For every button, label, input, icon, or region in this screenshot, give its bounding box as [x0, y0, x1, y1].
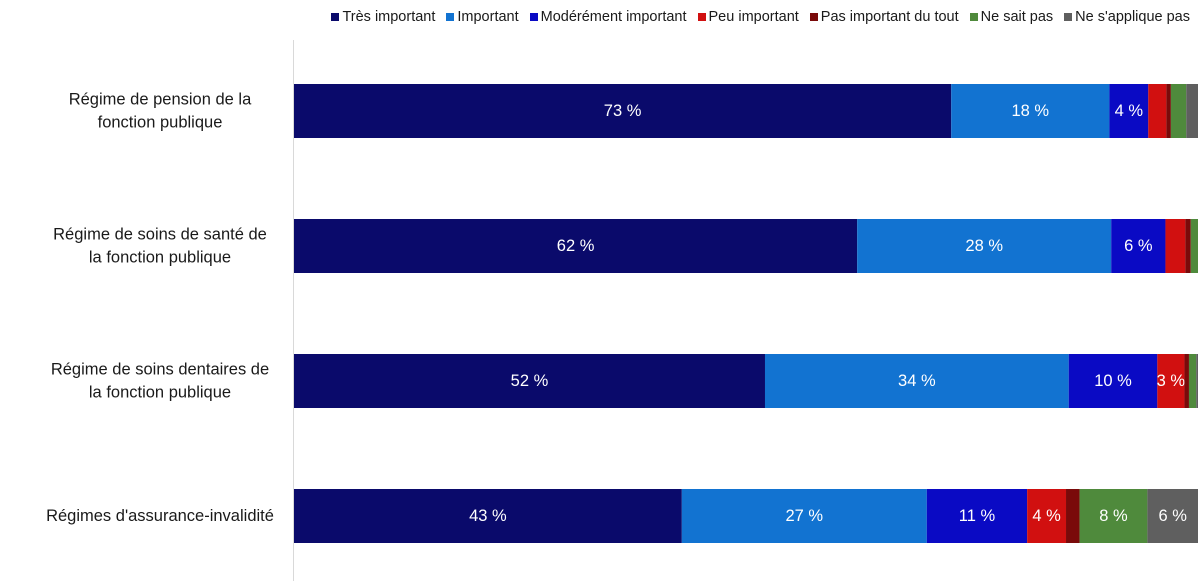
legend-swatch — [969, 13, 978, 21]
legend-label: Peu important — [708, 9, 799, 25]
data-label: 4 % — [1032, 507, 1061, 525]
category-label: Régime de pension de la — [69, 91, 252, 109]
legend-label: Important — [457, 9, 519, 25]
bar-segment — [857, 219, 1112, 273]
data-label: 52 % — [511, 372, 549, 390]
data-label: 3 % — [1157, 372, 1186, 390]
legend-label: Très important — [342, 9, 436, 25]
legend-label: Pas important du tout — [820, 9, 959, 25]
category-label: Régime de soins dentaires de — [51, 361, 269, 379]
bar-segment — [294, 489, 682, 543]
legend-swatch — [331, 13, 340, 21]
bar-segment — [1190, 219, 1198, 273]
bar-segment — [1068, 354, 1158, 408]
legend-item: Peu important — [697, 9, 799, 25]
legend-label: Modérément important — [540, 9, 687, 25]
bar-segment — [1185, 219, 1191, 273]
data-label: 43 % — [469, 507, 507, 525]
category-label: Régimes d'assurance-invalidité — [46, 507, 274, 525]
legend-item: Ne s'applique pas — [1064, 9, 1190, 25]
bar-segment — [294, 219, 858, 273]
data-label: 4 % — [1115, 102, 1144, 120]
bar-segment — [294, 84, 952, 138]
data-label: 11 % — [959, 507, 996, 525]
legend-label: Ne sait pas — [980, 9, 1054, 25]
data-label: 10 % — [1094, 372, 1132, 390]
bar-segment — [294, 354, 765, 408]
bar-segment — [951, 84, 1110, 138]
bar-segment — [1111, 219, 1166, 273]
bar-segment — [1188, 354, 1197, 408]
legend-item: Pas important du tout — [809, 9, 959, 25]
bar-segment — [1184, 354, 1189, 408]
legend-swatch — [446, 13, 455, 21]
bar-segment — [1186, 84, 1198, 138]
data-label: 8 % — [1099, 507, 1128, 525]
legend-swatch — [1064, 13, 1073, 21]
legend: Très important Important Modérément import… — [331, 9, 1190, 25]
bar-segment — [764, 354, 1069, 408]
legend-label: Ne s'applique pas — [1075, 9, 1190, 25]
bar-segment — [1196, 354, 1198, 408]
category-label: Régime de soins de santé de — [53, 226, 267, 244]
category-label: fonction publique — [98, 114, 223, 132]
legend-item: Très important — [331, 9, 435, 25]
bar-segment — [1066, 489, 1080, 543]
legend-item: Important — [446, 9, 519, 25]
bar-segment — [681, 489, 927, 543]
data-label: 28 % — [965, 237, 1003, 255]
data-label: 6 % — [1124, 237, 1153, 255]
bar-segment — [1165, 219, 1186, 273]
bar-segment — [1079, 489, 1148, 543]
data-label: 34 % — [898, 372, 936, 390]
bar-segment — [1170, 84, 1187, 138]
legend-swatch — [529, 13, 538, 21]
bar-segment — [1157, 354, 1185, 408]
data-label: 18 % — [1012, 102, 1050, 120]
bar-segment — [1109, 84, 1149, 138]
legend-swatch — [809, 13, 818, 21]
legend-item: Ne sait pas — [969, 9, 1054, 25]
bar-segment — [1166, 84, 1171, 138]
bar-segment — [1027, 489, 1067, 543]
data-label: 6 % — [1158, 507, 1187, 525]
legend-swatch — [697, 13, 706, 21]
data-label: 62 % — [557, 237, 595, 255]
data-label: 27 % — [786, 507, 824, 525]
bar-segment — [926, 489, 1028, 543]
data-label: 73 % — [604, 102, 642, 120]
category-label: la fonction publique — [89, 249, 231, 267]
bar-segment — [1148, 84, 1167, 138]
bar-segment — [1147, 489, 1198, 543]
category-label: la fonction publique — [89, 384, 231, 402]
legend-item: Modérément important — [529, 9, 687, 25]
